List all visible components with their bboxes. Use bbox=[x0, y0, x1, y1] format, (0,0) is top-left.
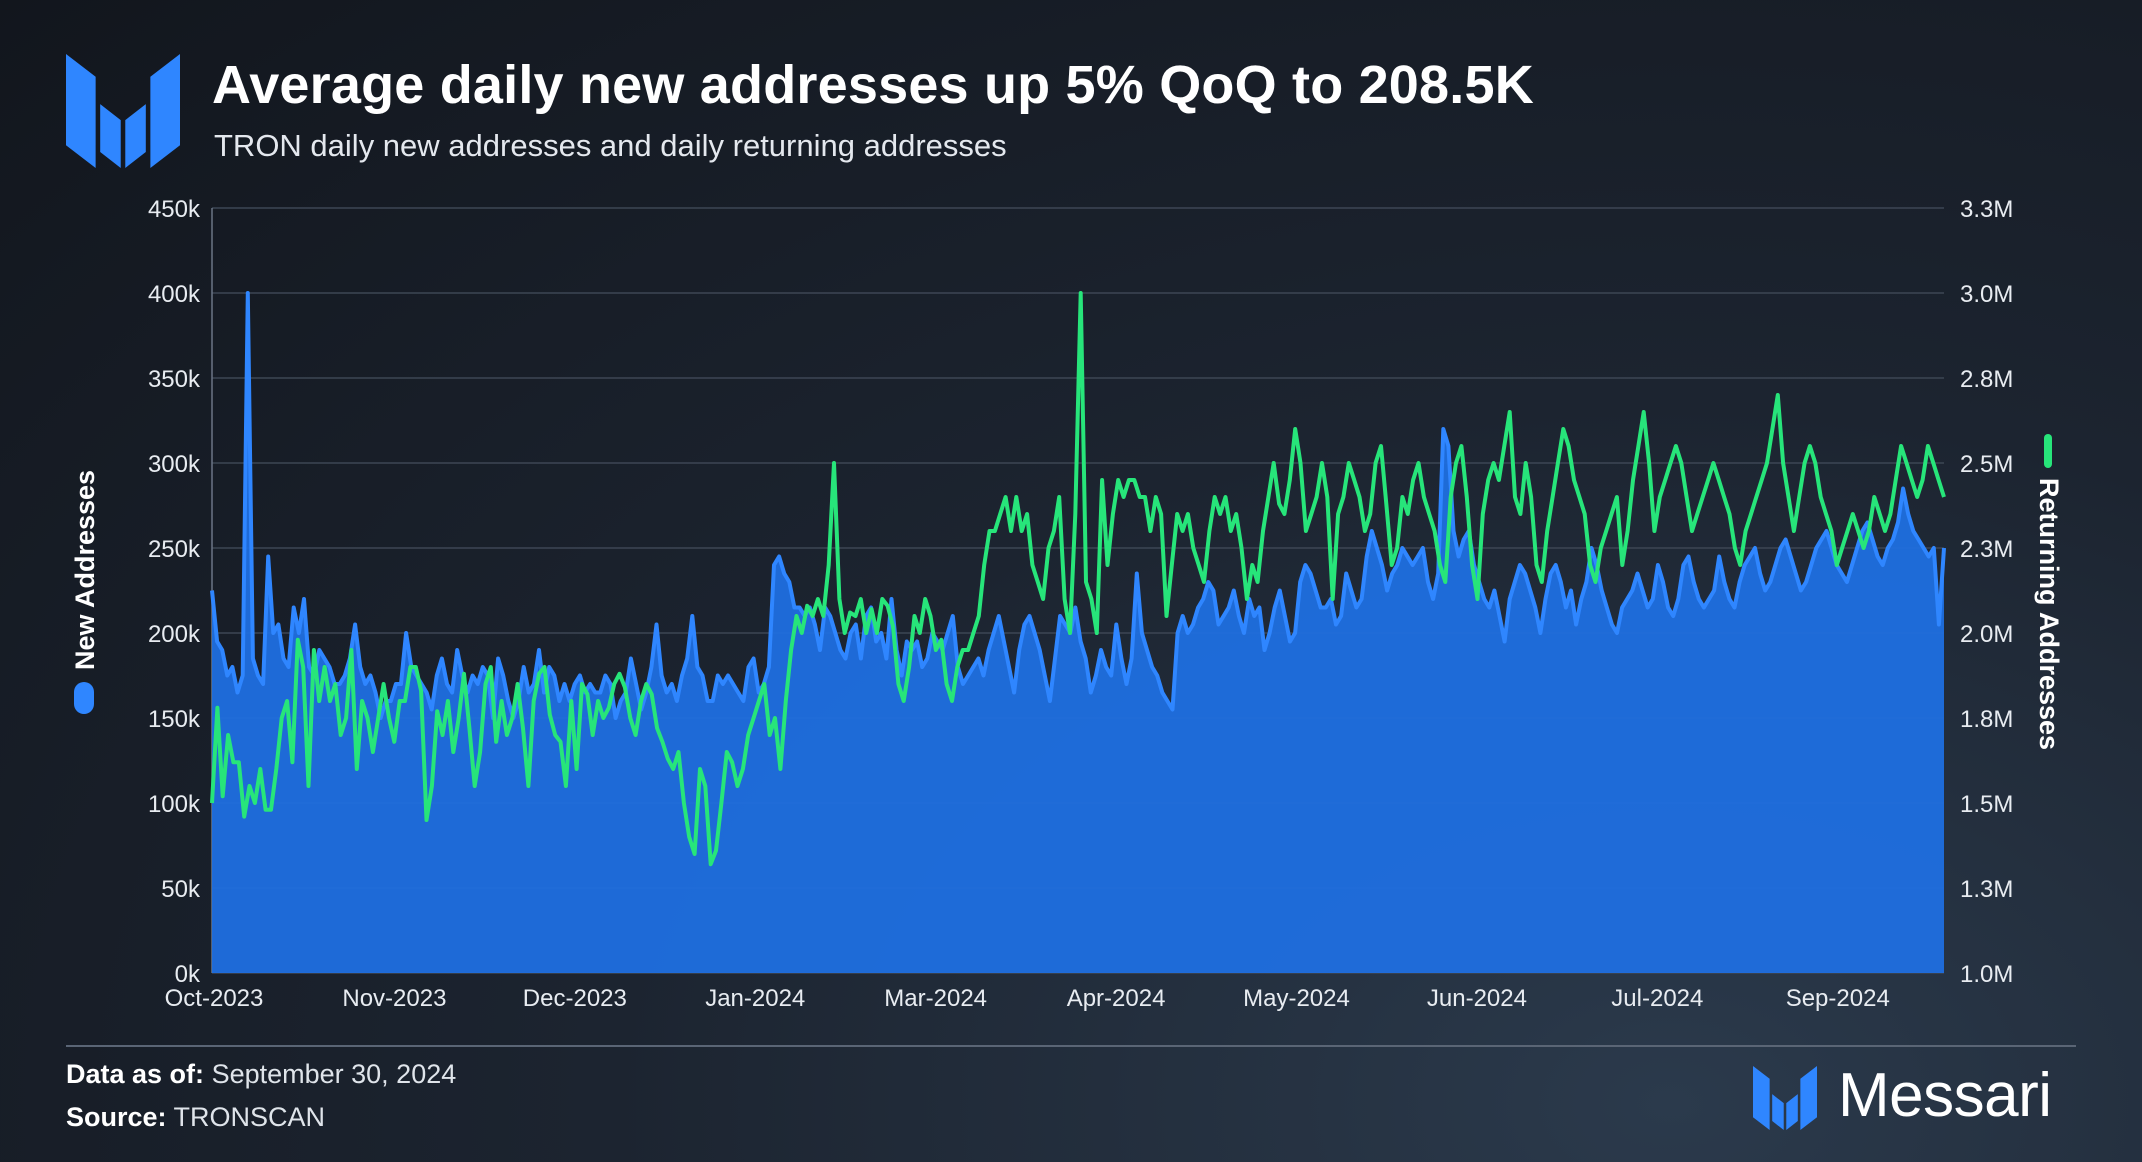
y-right-tick-label: 3.3M bbox=[1960, 196, 2013, 223]
y-left-tick-label: 50k bbox=[161, 876, 201, 903]
y-right-tick-label: 2.0M bbox=[1960, 621, 2013, 648]
y-right-tick-label: 1.0M bbox=[1960, 961, 2013, 988]
returning-addresses-series bbox=[210, 291, 1946, 867]
source-label: Source: bbox=[66, 1102, 167, 1132]
y-right-tick-label: 1.3M bbox=[1960, 876, 2013, 903]
messari-logo-icon bbox=[66, 54, 180, 168]
y-right-tick-label: 1.8M bbox=[1960, 706, 2013, 733]
legend-returning-addresses-marker bbox=[2044, 434, 2052, 468]
y-left-tick-label: 150k bbox=[148, 706, 201, 733]
returning-addresses-line bbox=[210, 291, 1946, 867]
data-as-of: Data as of: September 30, 2024 bbox=[66, 1059, 456, 1090]
messari-brand-icon bbox=[1753, 1066, 1817, 1130]
page-title: Average daily new addresses up 5% QoQ to… bbox=[212, 55, 1534, 115]
chart: 0k 1.0M 50k 1.3M 100k 1.5M 150k 1.8M 200k 2.0M 250… bbox=[70, 196, 2064, 1012]
footer-divider-right bbox=[1076, 1045, 2076, 1047]
x-tick-label: Oct-2023 bbox=[165, 985, 264, 1012]
legend-new-addresses-marker bbox=[74, 682, 94, 714]
y-left-tick-label: 250k bbox=[148, 536, 201, 563]
axis-titles: New Addresses Returning Addresses bbox=[70, 434, 2064, 750]
y-left-tick-label: 300k bbox=[148, 451, 201, 478]
x-tick-label: Nov-2023 bbox=[342, 985, 446, 1012]
x-tick-label: Mar-2024 bbox=[884, 985, 987, 1012]
brand-name: Messari bbox=[1838, 1061, 2052, 1130]
x-tick-label: Apr-2024 bbox=[1067, 985, 1166, 1012]
footer-divider bbox=[66, 1045, 1076, 1047]
x-tick-label: Dec-2023 bbox=[523, 985, 627, 1012]
y-right-tick-label: 2.3M bbox=[1960, 536, 2013, 563]
y-left-tick-label: 200k bbox=[148, 621, 201, 648]
y-right-tick-label: 2.8M bbox=[1960, 366, 2013, 393]
x-tick-label: May-2024 bbox=[1243, 985, 1350, 1012]
x-tick-label: Sep-2024 bbox=[1786, 985, 1890, 1012]
y-right-tick-label: 1.5M bbox=[1960, 791, 2013, 818]
x-tick-label: Jul-2024 bbox=[1611, 985, 1703, 1012]
axes: 0k 1.0M 50k 1.3M 100k 1.5M 150k 1.8M 200k 2.0M 250… bbox=[148, 196, 2013, 1012]
y-right-axis-title: Returning Addresses bbox=[2034, 478, 2064, 750]
y-left-tick-label: 400k bbox=[148, 281, 201, 308]
source-value: TRONSCAN bbox=[173, 1102, 326, 1132]
y-left-tick-label: 450k bbox=[148, 196, 201, 223]
y-left-tick-label: 0k bbox=[175, 961, 201, 988]
y-left-tick-label: 100k bbox=[148, 791, 201, 818]
y-left-axis-title: New Addresses bbox=[70, 470, 100, 670]
new-addresses-series bbox=[210, 291, 1946, 973]
x-tick-label: Jan-2024 bbox=[705, 985, 805, 1012]
y-left-tick-label: 350k bbox=[148, 366, 201, 393]
y-right-tick-label: 2.5M bbox=[1960, 451, 2013, 478]
source: Source: TRONSCAN bbox=[66, 1102, 325, 1133]
y-right-tick-label: 3.0M bbox=[1960, 281, 2013, 308]
data-as-of-label: Data as of: bbox=[66, 1059, 205, 1089]
x-tick-label: Jun-2024 bbox=[1427, 985, 1527, 1012]
page-subtitle: TRON daily new addresses and daily retur… bbox=[214, 128, 1007, 163]
data-as-of-value: September 30, 2024 bbox=[211, 1059, 457, 1089]
new-addresses-line bbox=[210, 291, 1946, 720]
